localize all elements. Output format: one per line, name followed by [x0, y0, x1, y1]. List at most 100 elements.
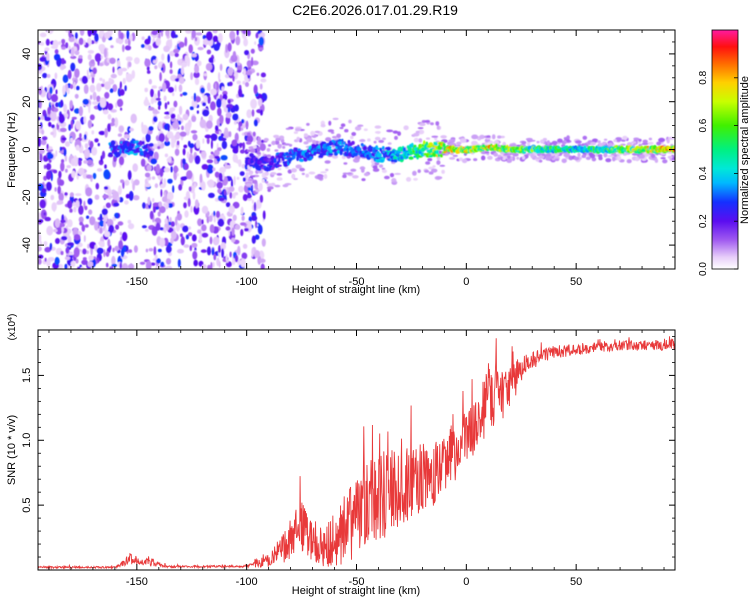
spectrogram-noise-speckle [188, 153, 194, 164]
spectrogram-noise-speckle [89, 140, 94, 149]
spectrogram-halo-speckle [381, 169, 387, 174]
spectrogram-noise-speckle [133, 195, 140, 201]
spectrogram-noise-speckle [69, 137, 74, 143]
spectrogram-ridge-speckle [351, 140, 355, 145]
spectrogram-noise-speckle [120, 247, 125, 258]
spectrogram-noise-speckle [90, 59, 95, 64]
spectrogram-halo-speckle [486, 135, 491, 138]
spectrogram-noise-speckle [201, 205, 209, 214]
spectrogram-halo-speckle [246, 149, 252, 152]
spectrogram-ridge-speckle [135, 147, 141, 153]
spectrogram-noise-speckle [251, 215, 258, 221]
spectrogram-noise-speckle [39, 199, 47, 209]
spectrogram-noise-speckle [158, 206, 166, 214]
spectrogram-noise-speckle [172, 92, 175, 97]
spectrogram-halo-speckle [425, 161, 431, 165]
spectrogram-noise-speckle [75, 32, 78, 40]
spectrogram-noise-speckle [63, 103, 68, 113]
spectrogram-noise-speckle [218, 172, 223, 182]
spectrogram-noise-speckle [194, 199, 199, 209]
spectrogram-noise-speckle [81, 259, 88, 265]
spectrogram-noise-speckle [105, 251, 110, 257]
spectrogram-halo-speckle [441, 169, 445, 174]
spectrogram-ridge-speckle [399, 155, 404, 160]
spectrogram-noise-speckle [212, 30, 218, 34]
spectrogram-noise-speckle [53, 229, 58, 233]
spectrogram-noise-speckle [99, 213, 103, 222]
spectrogram-noise-speckle [177, 120, 182, 125]
spectrogram-noise-speckle [148, 126, 154, 131]
spectrogram-noise-speckle [178, 77, 185, 84]
spectrogram-ridge-speckle [245, 157, 251, 160]
snr-y-tick-label: 1.0 [21, 433, 33, 448]
spectrogram-noise-speckle [129, 34, 133, 42]
spectrogram-noise-speckle [231, 258, 236, 266]
spectrogram-halo-speckle [439, 164, 446, 167]
spectrogram-noise-speckle [38, 212, 42, 220]
spectrogram-noise-speckle [63, 148, 67, 157]
spectrogram-noise-speckle [44, 257, 47, 262]
spectrogram-noise-speckle [117, 221, 124, 226]
spectrogram-noise-speckle [88, 255, 94, 261]
spectrogram-halo-speckle [526, 141, 531, 146]
spectrogram-noise-speckle [163, 45, 171, 53]
spectrogram-noise-speckle [213, 216, 216, 223]
spectrogram-halo-speckle [277, 168, 282, 171]
spectrogram-noise-speckle [79, 133, 82, 139]
spectrogram-ridge-speckle [327, 152, 334, 156]
spectrogram-noise-speckle [188, 226, 192, 230]
spectrogram-halo-speckle [563, 137, 568, 140]
spectrogram-noise-speckle [201, 224, 207, 232]
spectrogram-noise-speckle [194, 155, 201, 165]
spectrogram-noise-speckle [116, 196, 120, 203]
spectrogram-noise-speckle [78, 55, 83, 59]
spectrogram-noise-speckle [125, 73, 133, 83]
spectrogram-noise-speckle [218, 79, 221, 83]
spectrogram-noise-speckle [185, 234, 189, 240]
spectrogram-halo-speckle [317, 175, 323, 180]
colorbar-label: Normalized spectral amplitude [739, 76, 750, 224]
spectrogram-noise-speckle [54, 257, 60, 266]
spectrogram-noise-speckle [183, 244, 190, 248]
spectrogram-noise-speckle [96, 247, 104, 254]
spectrogram-ridge-speckle [352, 151, 359, 157]
spectrogram-noise-speckle [78, 167, 85, 176]
spectrogram-noise-speckle [94, 33, 99, 42]
spectrogram-noise-speckle [71, 116, 77, 120]
spectrogram-ridge-speckle [277, 158, 281, 163]
spectrogram-noise-speckle [100, 83, 106, 88]
spectrogram-ridge-speckle [435, 149, 439, 155]
spectrogram-noise-speckle [173, 48, 180, 54]
spectrogram-noise-speckle [242, 142, 245, 151]
spectrogram-noise-speckle [60, 161, 65, 172]
spectrogram-noise-speckle [202, 138, 205, 144]
spectrogram-halo-speckle [425, 137, 431, 140]
spectrogram-y-tick-label: -20 [21, 189, 33, 205]
spectrogram-noise-speckle [220, 133, 224, 137]
spectrogram-noise-speckle [69, 208, 73, 213]
spectrogram-noise-speckle [117, 133, 122, 137]
spectrogram-noise-speckle [86, 174, 92, 179]
spectrogram-halo-speckle [352, 175, 359, 179]
spectrogram-noise-speckle [46, 170, 52, 180]
spectrogram-noise-speckle [239, 149, 245, 154]
spectrogram-noise-speckle [94, 138, 99, 143]
spectrogram-noise-speckle [221, 86, 225, 92]
spectrogram-noise-speckle [61, 46, 66, 50]
spectrogram-noise-speckle [78, 37, 84, 46]
spectrogram-noise-speckle [228, 205, 235, 214]
colorbar-tick-label: 0.0 [698, 262, 709, 276]
spectrogram-halo-speckle [303, 141, 309, 145]
snr-x-tick-label: -100 [236, 576, 258, 588]
spectrogram-noise-speckle [251, 199, 254, 204]
spectrogram-noise-speckle [229, 251, 232, 258]
spectrogram-halo-speckle [296, 136, 300, 142]
spectrogram-noise-speckle [179, 131, 187, 137]
spectrogram-halo-speckle [588, 152, 594, 157]
spectrogram-image [38, 30, 675, 269]
spectrogram-noise-speckle [89, 114, 95, 121]
spectrogram-noise-speckle [80, 266, 85, 269]
spectrogram-noise-speckle [184, 210, 189, 218]
spectrogram-ridge-speckle [346, 149, 349, 154]
spectrogram-noise-speckle [210, 101, 216, 111]
